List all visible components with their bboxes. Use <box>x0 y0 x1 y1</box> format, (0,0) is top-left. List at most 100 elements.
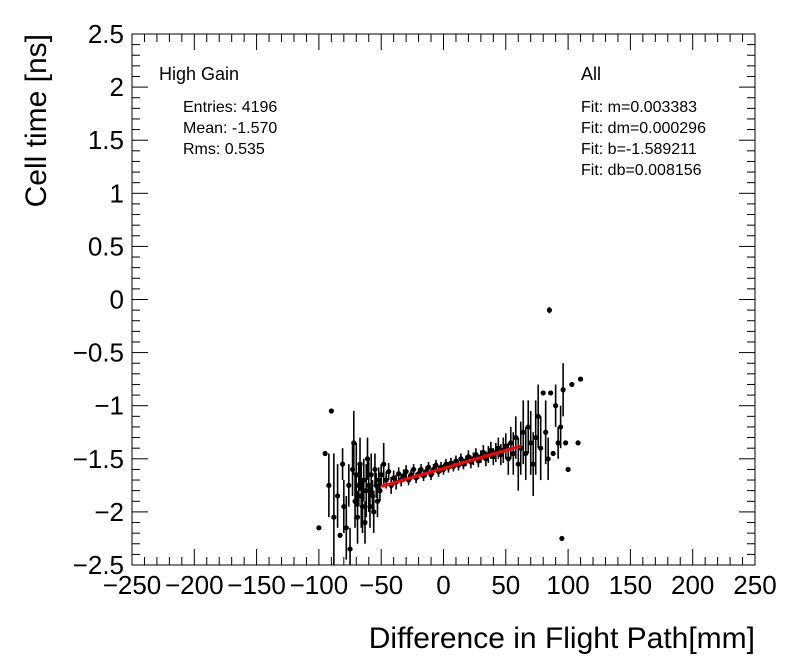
data-point <box>558 424 564 430</box>
fit-b-label: Fit: b=-1.589211 <box>581 141 697 158</box>
data-point <box>575 440 581 446</box>
x-tick-label: −150 <box>227 570 286 600</box>
rms-label: Rms: 0.535 <box>183 141 265 158</box>
fit-line <box>380 444 522 488</box>
data-point <box>383 477 389 483</box>
data-point <box>418 466 424 473</box>
data-point <box>515 461 521 467</box>
data-point <box>410 466 417 473</box>
x-tick-label: 100 <box>546 570 589 600</box>
fit-db-label: Fit: db=0.008156 <box>581 162 702 179</box>
data-point <box>513 434 519 441</box>
data-point <box>523 450 529 457</box>
data-point <box>560 387 566 393</box>
x-tick-label: −50 <box>359 570 403 600</box>
data-point <box>341 503 347 510</box>
y-tick-labels: −2.5 −2 −1.5 −1 −0.5 0 0.5 1 1.5 2 2.5 <box>73 19 124 580</box>
data-point <box>533 434 539 441</box>
data-point <box>565 466 571 473</box>
data-point <box>359 503 366 510</box>
data-point <box>367 503 373 510</box>
x-tick-label: 200 <box>671 570 714 600</box>
data-point <box>433 462 439 468</box>
data-point <box>396 471 402 477</box>
data-point <box>347 546 353 552</box>
y-tick-label: 2.5 <box>88 19 124 49</box>
data-point <box>403 468 409 475</box>
data-point <box>391 475 397 481</box>
data-point <box>381 461 387 467</box>
data-point <box>354 514 361 520</box>
y-axis-label: Cell time [ns] <box>20 34 53 207</box>
data-point <box>553 403 559 409</box>
data-point <box>555 440 561 446</box>
data-point <box>377 488 383 494</box>
data-point <box>508 440 514 446</box>
data-point <box>530 461 536 467</box>
data-point <box>374 498 381 504</box>
data-point <box>528 440 534 446</box>
data-point <box>401 473 407 479</box>
y-tick-label: 0 <box>110 285 124 315</box>
y-tick-label: −1.5 <box>73 444 124 474</box>
data-point <box>495 445 501 451</box>
data-point <box>386 468 392 475</box>
x-tick-label: −200 <box>165 570 224 600</box>
x-tick-label: 250 <box>733 570 776 600</box>
x-tick-label: 150 <box>609 570 652 600</box>
entries-label: Entries: 4196 <box>183 99 277 116</box>
data-point <box>540 390 546 396</box>
data-point <box>559 535 565 542</box>
x-tick-label: −100 <box>290 570 349 600</box>
data-point <box>453 458 459 464</box>
y-tick-label: 0.5 <box>88 231 124 261</box>
y-tick-label: 2 <box>110 72 124 102</box>
data-point <box>339 461 346 467</box>
data-point <box>510 450 516 457</box>
data-point <box>525 424 531 430</box>
data-point <box>353 472 359 478</box>
data-point <box>577 376 584 382</box>
data-point <box>550 450 556 457</box>
data-point <box>505 456 511 462</box>
x-tick-labels: −250 −200 −150 −100 −50 0 50 100 150 200 250 <box>103 570 777 600</box>
data-point <box>548 390 554 396</box>
y-tick-label: −2.5 <box>73 550 124 580</box>
data-points <box>316 306 584 565</box>
data-point <box>538 445 544 451</box>
data-point <box>371 509 377 515</box>
data-point <box>563 440 569 446</box>
data-point <box>546 307 553 313</box>
data-point <box>372 466 378 473</box>
data-point <box>343 525 349 531</box>
x-axis-label: Difference in Flight Path[mm] <box>369 622 755 655</box>
data-point <box>337 532 343 538</box>
data-point <box>316 525 322 531</box>
gain-label: High Gain <box>159 64 239 84</box>
data-point <box>425 464 432 470</box>
data-point <box>361 477 367 483</box>
data-point <box>520 429 526 435</box>
y-tick-label: −2 <box>94 497 124 527</box>
data-point <box>346 482 352 488</box>
data-point <box>458 456 464 462</box>
data-point <box>362 519 368 526</box>
data-point <box>488 447 494 453</box>
data-point <box>473 451 479 458</box>
data-point <box>322 450 328 457</box>
data-point <box>378 472 384 478</box>
data-point <box>465 454 472 460</box>
data-point <box>331 514 337 520</box>
data-point <box>368 472 374 478</box>
fit-m-label: Fit: m=0.003383 <box>581 99 697 116</box>
data-point <box>363 488 369 494</box>
x-tick-label: 0 <box>436 570 450 600</box>
y-tick-label: −1 <box>94 391 124 421</box>
data-point <box>351 440 357 446</box>
y-tick-label: −0.5 <box>73 338 124 368</box>
mean-label: Mean: -1.570 <box>183 120 277 137</box>
fit-dm-label: Fit: dm=0.000296 <box>581 120 706 137</box>
data-point <box>535 413 541 419</box>
data-point <box>326 482 332 488</box>
